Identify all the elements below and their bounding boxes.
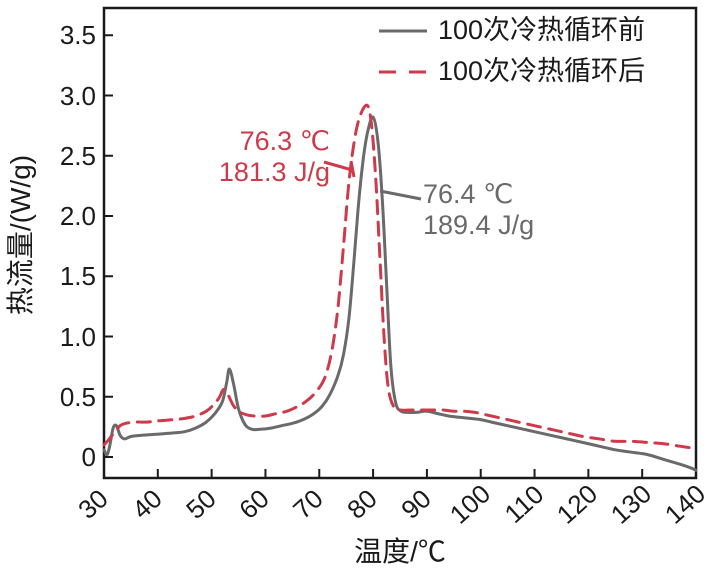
legend-label-before: 100次冷热循环前 (438, 15, 646, 45)
series-path-before (102, 115, 698, 472)
leader-line-after (323, 160, 353, 172)
y-tick-label: 1.5 (59, 261, 96, 292)
y-tick-label: 0.5 (59, 381, 96, 412)
y-tick-label: 2.5 (59, 140, 96, 171)
y-tick-label: 0 (81, 442, 96, 472)
solid-line-swatch-icon (379, 29, 427, 32)
annotation-after-cycles: 76.3 ℃ 181.3 J/g (219, 126, 330, 188)
annotation-after-temp: 76.3 ℃ (239, 126, 330, 156)
y-tick-label: 2.0 (59, 201, 96, 231)
annotation-before-cycles: 76.4 ℃ 189.4 J/g (423, 179, 534, 241)
y-tick-label: 3.0 (59, 80, 96, 111)
plot-frame (102, 6, 698, 480)
legend-item-before-cycles: 100次冷热循环前 (378, 10, 645, 51)
annotation-before-enthalpy: 189.4 J/g (423, 210, 535, 240)
legend: 100次冷热循环前 100次冷热循环后 (378, 10, 645, 92)
series-path-after (102, 103, 698, 451)
dashed-line-swatch-icon (379, 70, 427, 73)
x-axis-label: 温度/℃ (354, 536, 446, 567)
y-axis-label: 热流量/(W/g) (5, 154, 36, 316)
leader-cap-after (349, 160, 356, 178)
y-tick-label: 1.0 (59, 321, 96, 352)
annotation-after-enthalpy: 181.3 J/g (218, 157, 330, 187)
leader-line-before (379, 189, 422, 201)
legend-label-after: 100次冷热循环后 (438, 56, 646, 86)
legend-item-after-cycles: 100次冷热循环后 (378, 51, 645, 92)
y-tick-label: 3.5 (59, 20, 96, 51)
annotation-before-temp: 76.4 ℃ (423, 179, 514, 209)
